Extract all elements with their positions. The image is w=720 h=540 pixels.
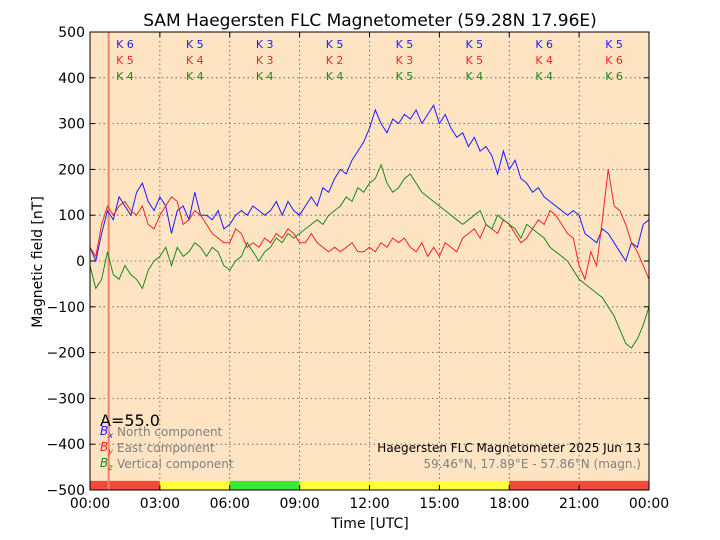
k-index-north: K 5 [326, 38, 344, 51]
k-index-vertical: K 4 [326, 70, 344, 83]
x-tick-label: 06:00 [210, 496, 250, 512]
series-line-north [89, 104, 650, 263]
svg-text:Bz: Bz [100, 456, 113, 472]
x-tick-label: 15:00 [419, 496, 459, 512]
y-tick-label: −100 [47, 300, 85, 316]
k-index-north: K 5 [396, 38, 414, 51]
station-coords: 59.46°N, 17.89°E - 57.86°N (magn.) [424, 457, 641, 471]
k-index-vertical: K 5 [396, 70, 414, 83]
legend-symbol: B [100, 424, 108, 438]
legend-label-east: East component [117, 441, 215, 455]
x-tick-label: 18:00 [489, 496, 529, 512]
legend-symbol: B [100, 456, 108, 470]
activity-segment [90, 480, 160, 490]
activity-segment [229, 480, 300, 490]
k-index-north: K 5 [186, 38, 204, 51]
k-index-east: K 6 [605, 54, 623, 67]
x-tick-label: 03:00 [140, 496, 180, 512]
k-index-north: K 6 [535, 38, 553, 51]
k-index-east: K 5 [116, 54, 134, 67]
chart-title: SAM Haegersten FLC Magnetometer (59.28N … [143, 11, 597, 31]
legend-subscript: x [107, 431, 113, 440]
k-index-vertical: K 4 [256, 70, 274, 83]
legend-symbol: B [100, 440, 108, 454]
x-tick-label: 00:00 [70, 496, 110, 512]
k-index-north: K 5 [605, 38, 623, 51]
y-tick-label: 100 [58, 208, 85, 224]
x-axis-label: Time [UTC] [330, 516, 408, 532]
y-tick-label: 400 [58, 71, 85, 87]
station-title: Haegersten FLC Magnetometer 2025 Jun 13 [377, 441, 641, 455]
x-tick-label: 21:00 [559, 496, 599, 512]
k-index-vertical: K 4 [465, 70, 483, 83]
grid [90, 32, 649, 490]
series-line-east [89, 169, 650, 281]
x-tick-label: 12:00 [349, 496, 389, 512]
series-lines [89, 32, 650, 490]
k-index-east: K 5 [465, 54, 483, 67]
k-index-east: K 2 [326, 54, 344, 67]
legend-label-vertical: Vertical component [117, 457, 234, 471]
y-tick-label: −400 [47, 437, 85, 453]
legend-subscript: y [107, 447, 113, 456]
activity-segment [159, 480, 230, 490]
svg-text:By: By [100, 440, 113, 456]
axes: 00:00 03:00 06:00 09:00 12:00 15:00 18:00 21:00… [47, 25, 670, 512]
k-index-vertical: K 4 [186, 70, 204, 83]
y-tick-label: 500 [58, 25, 85, 41]
svg-text:Bx: Bx [100, 424, 113, 440]
legend-item-north: Bx North component [100, 424, 223, 440]
k-index-vertical: K 6 [605, 70, 623, 83]
legend-label-north: North component [117, 425, 223, 439]
k-index-north: K 5 [465, 38, 483, 51]
k-index-vertical: K 4 [535, 70, 553, 83]
y-axis-label: Magnetic field [nT] [30, 196, 46, 328]
k-index-north: K 6 [116, 38, 134, 51]
k-index-east: K 3 [256, 54, 274, 67]
x-tick-label: 09:00 [279, 496, 319, 512]
k-index-vertical: K 4 [116, 70, 134, 83]
y-tick-label: 200 [58, 162, 85, 178]
legend: Bx North component By East component Bz … [100, 424, 234, 472]
a-index: A=55.0 [100, 411, 160, 430]
k-index-east: K 4 [535, 54, 553, 67]
y-tick-label: −300 [47, 391, 85, 407]
k-index-east: K 3 [396, 54, 414, 67]
y-tick-label: −200 [47, 346, 85, 362]
series-line-vertical [89, 163, 650, 349]
y-tick-label: 0 [76, 254, 85, 270]
activity-segment [299, 480, 510, 490]
k-index-north: K 3 [256, 38, 274, 51]
y-tick-label: 300 [58, 117, 85, 133]
k-index-east: K 4 [186, 54, 204, 67]
y-tick-label: −500 [47, 483, 85, 499]
legend-item-east: By East component [100, 440, 215, 456]
legend-item-vertical: Bz Vertical component [100, 456, 234, 472]
legend-subscript: z [107, 463, 113, 472]
k-index-labels: K 6 K 5 K 4 K 5 K 4 K 4 K 3 K 3 K 4 K 5 K 2 K 4 K 5 K… [116, 38, 623, 83]
x-tick-label: 00:00 [629, 496, 669, 512]
